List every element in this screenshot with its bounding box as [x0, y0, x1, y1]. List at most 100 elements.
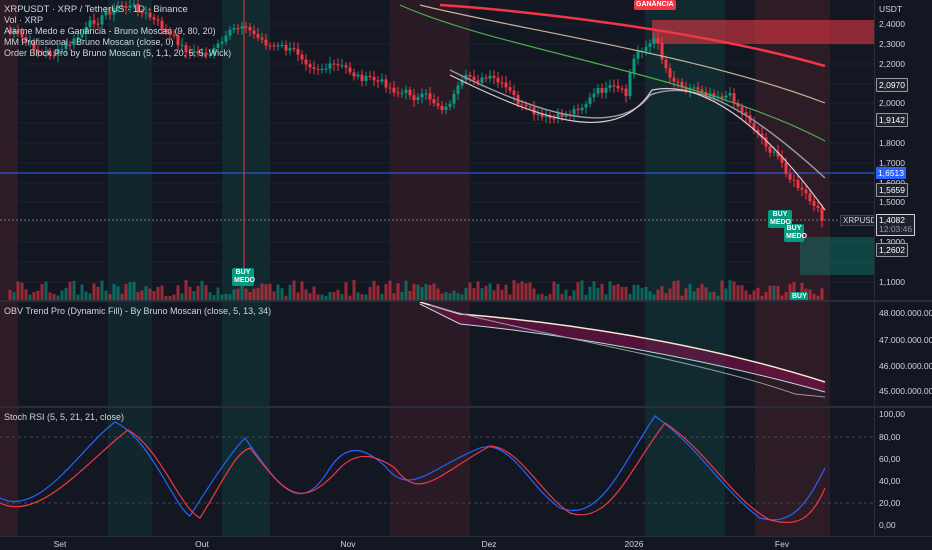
stoch-title[interactable]: Stoch RSI (5, 5, 21, 21, close) [4, 412, 125, 422]
obv-chart[interactable] [0, 302, 874, 406]
symbol-title[interactable]: XRPUSDT · XRP / TetherUS · 1D · Binance [4, 4, 188, 15]
currency-label[interactable]: USDT [879, 4, 903, 14]
volume-bar [8, 289, 12, 300]
candle-body [536, 114, 540, 116]
indicator-orderblock[interactable]: Order Block Pro by Bruno Moscan (5, 1,1,… [4, 48, 232, 58]
indicator-volume[interactable]: Vol · XRP [4, 15, 44, 25]
obv-pane[interactable]: OBV Trend Pro (Dynamic Fill) - By Bruno … [0, 302, 874, 406]
price-tag-2097[interactable]: 2,0970 [876, 78, 908, 92]
price-chart[interactable] [0, 0, 874, 300]
price-pane[interactable]: XRPUSDT · XRP / TetherUS · 1D · Binance … [0, 0, 874, 300]
candle-body [716, 96, 720, 98]
volume-bar [212, 295, 216, 300]
volume-bar [676, 280, 680, 300]
volume-bar [40, 284, 44, 300]
volume-bar [784, 291, 788, 300]
volume-bar [532, 288, 536, 300]
price-tag-16513[interactable]: 1,6513 [876, 167, 906, 179]
candle-body [192, 51, 196, 53]
volume-bar [396, 283, 400, 300]
candle-body [268, 45, 272, 47]
volume-bar [448, 293, 452, 300]
volume-bar [72, 280, 76, 300]
candle-body [592, 93, 596, 98]
indicator-alarme[interactable]: Alarme Medo e Ganância - Bruno Moscan (9… [4, 26, 216, 36]
candle-body [428, 93, 432, 100]
price-axis[interactable]: USDT 2,4000 2,3000 2,2000 2,0000 1,8000 … [874, 0, 932, 300]
candle-body [392, 87, 396, 93]
signal-buy-medo-2[interactable]: BUY MEDO [784, 224, 807, 242]
candle-body [128, 5, 132, 8]
pane-separator[interactable] [0, 406, 932, 408]
volume-bar [48, 292, 52, 300]
candle-body [412, 95, 416, 101]
volume-bar [772, 285, 776, 300]
volume-bar [408, 290, 412, 300]
stoch-pane[interactable]: Stoch RSI (5, 5, 21, 21, close) [0, 408, 874, 536]
candle-body [548, 115, 552, 119]
stoch-legend[interactable]: Stoch RSI (5, 5, 21, 21, close) [4, 412, 124, 423]
candle-body [480, 77, 484, 83]
candle-body [276, 45, 280, 47]
price-tag-12602[interactable]: 1,2602 [876, 243, 908, 257]
volume-bar [660, 286, 664, 300]
obv-tick: 46.000.000.000 [879, 361, 932, 371]
volume-bar [68, 281, 72, 300]
candle-body [636, 51, 640, 59]
signal-buy-medo-1[interactable]: BUY MEDO [768, 210, 792, 228]
time-axis[interactable]: Set Out Nov Dez 2026 Fev [0, 536, 932, 550]
candle-body [56, 49, 60, 56]
candle-body [408, 89, 412, 96]
time-label: Nov [340, 539, 356, 549]
stoch-d-line [0, 422, 826, 524]
candle-body [648, 43, 652, 47]
signal-buy-bottom[interactable]: BUY [790, 292, 808, 300]
volume-bar [392, 293, 396, 300]
candle-body [744, 112, 748, 116]
price-tick: 1,8000 [879, 138, 905, 148]
zone-band [755, 408, 830, 536]
candle-body [24, 37, 28, 42]
volume-bar [720, 280, 724, 300]
obv-axis[interactable]: 48.000.000.000 47.000.000.000 46.000.000… [874, 302, 932, 406]
volume-bar [584, 294, 588, 300]
volume-bar [320, 294, 324, 300]
price-tag-15659[interactable]: 1,5659 [876, 183, 908, 197]
volume-bar [504, 284, 508, 300]
volume-bar [452, 290, 456, 300]
pane-separator[interactable] [0, 300, 932, 302]
candle-body [724, 95, 728, 99]
volume-bar [564, 289, 568, 300]
obv-legend[interactable]: OBV Trend Pro (Dynamic Fill) - By Bruno … [4, 306, 271, 317]
candle-body [672, 77, 676, 82]
obv-title[interactable]: OBV Trend Pro (Dynamic Fill) - By Bruno … [4, 306, 272, 316]
moving-average-21 [449, 69, 826, 179]
candle-body [280, 44, 284, 46]
signal-ganancia[interactable]: GANÂNCIA [634, 0, 676, 10]
candle-body [316, 68, 320, 70]
candle-body [756, 129, 760, 134]
volume-bar [136, 292, 140, 300]
volume-bar [228, 294, 232, 300]
order-block-bullish [800, 237, 874, 275]
volume-bar [420, 287, 424, 300]
signal-buy-medo-3[interactable]: BUY MEDO [232, 268, 255, 286]
candle-body [468, 74, 472, 77]
volume-bar [336, 289, 340, 300]
stoch-chart[interactable] [0, 408, 874, 536]
volume-bar [800, 282, 804, 300]
candle-body [748, 115, 752, 123]
obv-fill [420, 302, 825, 392]
volume-bar [176, 285, 180, 300]
indicator-mm[interactable]: MM Profissional - Bruno Moscan (close, 0… [4, 37, 174, 47]
price-tag-19142[interactable]: 1,9142 [876, 113, 908, 127]
volume-bar [184, 280, 188, 300]
stoch-axis[interactable]: 100,00 80,00 60,00 40,00 20,00 0,00 [874, 408, 932, 536]
volume-bar [780, 295, 784, 300]
price-tag-last[interactable]: 1,4082 12:03:46 [876, 214, 916, 236]
candle-body [656, 38, 660, 43]
candle-body [100, 15, 104, 25]
volume-bar [112, 284, 116, 300]
candle-body [172, 34, 176, 36]
volume-bar [612, 285, 616, 300]
